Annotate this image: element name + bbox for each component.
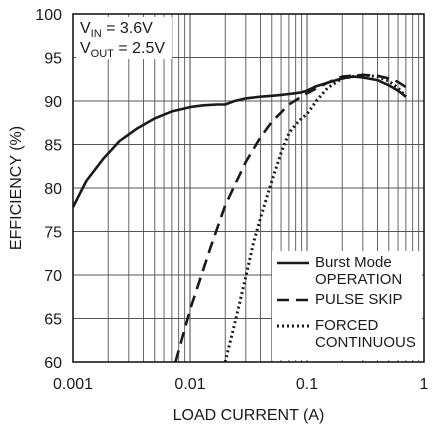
legend-label: OPERATION: [315, 271, 402, 288]
series-line-dotted: [223, 73, 408, 363]
series-lines: [71, 73, 408, 363]
x-tick-label: 0.01: [174, 376, 205, 393]
y-tick-label: 100: [35, 7, 62, 24]
legend-background: [272, 251, 422, 360]
y-tick-label: 85: [44, 138, 62, 155]
y-tick-label: 65: [44, 312, 62, 329]
legend-label: FORCED: [315, 317, 379, 334]
x-tick-label: 0.1: [296, 376, 318, 393]
annotation-line: VOUT = 2.5V: [80, 40, 165, 60]
y-tick-label: 75: [44, 225, 62, 242]
legend-label: Burst Mode: [315, 254, 392, 271]
legend-label: CONTINUOUS: [315, 334, 416, 351]
plot-frame: [72, 13, 425, 363]
y-tick-label: 90: [44, 94, 62, 111]
y-axis-title: EFFICIENCY (%): [8, 126, 25, 250]
series-line-solid: [71, 75, 407, 208]
legend-label: PULSE SKIP: [315, 291, 403, 308]
annotation-line: VIN = 3.6V: [80, 20, 153, 40]
x-axis-title: LOAD CURRENT (A): [173, 407, 325, 424]
annotation-background: [76, 17, 172, 59]
x-tick-label: 0.001: [53, 376, 93, 393]
series-line-dashed: [174, 73, 407, 363]
y-tick-label: 95: [44, 51, 62, 68]
y-tick-label: 70: [44, 268, 62, 285]
y-tick-label: 60: [44, 355, 62, 372]
tick-labels: 0.001 0.01 0.1 1 60 65 70 75 80 85 90 95 100: [35, 7, 428, 393]
y-tick-label: 80: [44, 181, 62, 198]
x-tick-label: 1: [420, 376, 429, 393]
